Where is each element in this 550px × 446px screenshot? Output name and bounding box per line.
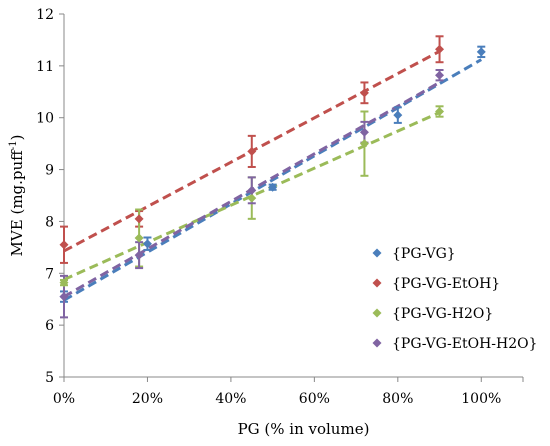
x-tick-label: 20% — [132, 391, 163, 407]
trendline — [63, 111, 441, 281]
data-point — [59, 240, 69, 250]
legend-marker — [372, 338, 382, 348]
legend-marker — [372, 248, 382, 258]
y-axis-title: MVE (mg.puff-1) — [8, 135, 26, 257]
trendline — [63, 58, 483, 302]
data-point — [268, 182, 278, 192]
legend-marker — [372, 308, 382, 318]
x-tick-label: 40% — [215, 391, 246, 407]
legend-label: {PG-VG-EtOH-H2O} — [392, 336, 538, 352]
x-axis-title: PG (% in volume) — [238, 420, 370, 438]
data-point — [142, 239, 152, 249]
legend-label: {PG-VG} — [392, 246, 456, 262]
y-tick-label: 12 — [36, 7, 54, 23]
data-point — [476, 47, 486, 57]
y-tick-label: 6 — [45, 318, 54, 334]
legend: {PG-VG} {PG-VG-EtOH} {PG-VG-H2O} {PG-VG-EtO… — [372, 246, 538, 352]
x-tick-label: 0% — [53, 391, 75, 407]
data-point — [435, 106, 445, 116]
legend-marker — [372, 278, 382, 288]
y-tick-label: 7 — [45, 266, 54, 282]
data-point — [134, 233, 144, 243]
y-tick-label: 10 — [36, 111, 54, 127]
data-markers — [59, 44, 486, 302]
data-point — [435, 44, 445, 54]
y-axis-title-superscript: -1 — [8, 140, 19, 150]
data-point — [59, 278, 69, 288]
y-axis-title-main: MVE (mg.puff — [8, 149, 26, 257]
data-point — [134, 214, 144, 224]
legend-label: {PG-VG-EtOH} — [392, 276, 500, 292]
x-tick-label: 100% — [461, 391, 501, 407]
data-point — [359, 127, 369, 137]
trendlines — [63, 50, 483, 302]
data-point — [247, 185, 257, 195]
y-tick-label: 8 — [45, 214, 54, 230]
data-point — [359, 139, 369, 149]
data-point — [435, 70, 445, 80]
x-tick-labels: 0% 20% 40% 60% 80% 100% — [53, 377, 524, 407]
y-axis-title-suffix: ) — [8, 135, 26, 141]
data-point — [59, 292, 69, 302]
y-tick-label: 9 — [45, 163, 54, 179]
x-tick-label: 60% — [299, 391, 330, 407]
y-tick-label: 11 — [36, 59, 54, 75]
data-point — [359, 88, 369, 98]
data-point — [393, 110, 403, 120]
data-point — [247, 146, 257, 156]
data-point — [247, 193, 257, 203]
legend-label: {PG-VG-H2O} — [392, 306, 493, 322]
axes — [63, 14, 523, 378]
y-tick-labels: 5 6 7 8 9 10 11 12 — [36, 7, 64, 386]
x-tick-label: 80% — [382, 391, 413, 407]
data-point — [134, 250, 144, 260]
y-tick-label: 5 — [45, 370, 54, 386]
